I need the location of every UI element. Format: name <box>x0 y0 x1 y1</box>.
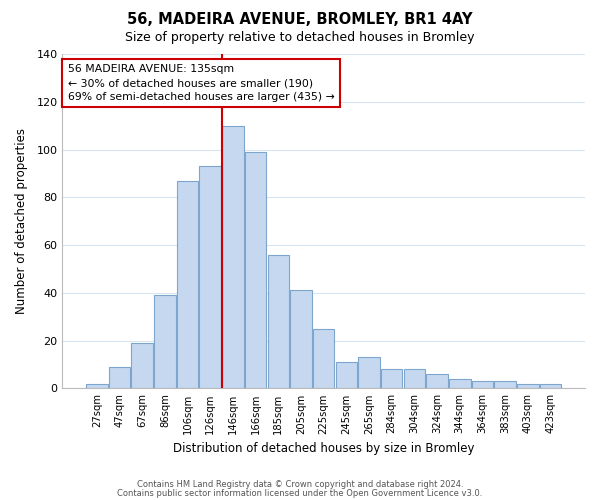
Bar <box>131 343 153 388</box>
Bar <box>199 166 221 388</box>
Text: 56, MADEIRA AVENUE, BROMLEY, BR1 4AY: 56, MADEIRA AVENUE, BROMLEY, BR1 4AY <box>127 12 473 28</box>
Text: Size of property relative to detached houses in Bromley: Size of property relative to detached ho… <box>125 32 475 44</box>
Bar <box>472 382 493 388</box>
Bar <box>177 180 199 388</box>
Bar <box>222 126 244 388</box>
Bar <box>404 370 425 388</box>
Bar <box>381 370 403 388</box>
Y-axis label: Number of detached properties: Number of detached properties <box>15 128 28 314</box>
Bar <box>539 384 561 388</box>
X-axis label: Distribution of detached houses by size in Bromley: Distribution of detached houses by size … <box>173 442 475 455</box>
Text: Contains public sector information licensed under the Open Government Licence v3: Contains public sector information licen… <box>118 490 482 498</box>
Bar <box>109 367 130 388</box>
Bar <box>268 254 289 388</box>
Bar <box>154 296 176 388</box>
Bar <box>517 384 539 388</box>
Bar <box>245 152 266 388</box>
Bar <box>449 379 470 388</box>
Bar <box>86 384 107 388</box>
Bar <box>335 362 357 388</box>
Text: 56 MADEIRA AVENUE: 135sqm
← 30% of detached houses are smaller (190)
69% of semi: 56 MADEIRA AVENUE: 135sqm ← 30% of detac… <box>68 64 334 102</box>
Bar <box>494 382 516 388</box>
Text: Contains HM Land Registry data © Crown copyright and database right 2024.: Contains HM Land Registry data © Crown c… <box>137 480 463 489</box>
Bar <box>426 374 448 388</box>
Bar <box>290 290 312 388</box>
Bar <box>358 358 380 388</box>
Bar <box>313 328 334 388</box>
